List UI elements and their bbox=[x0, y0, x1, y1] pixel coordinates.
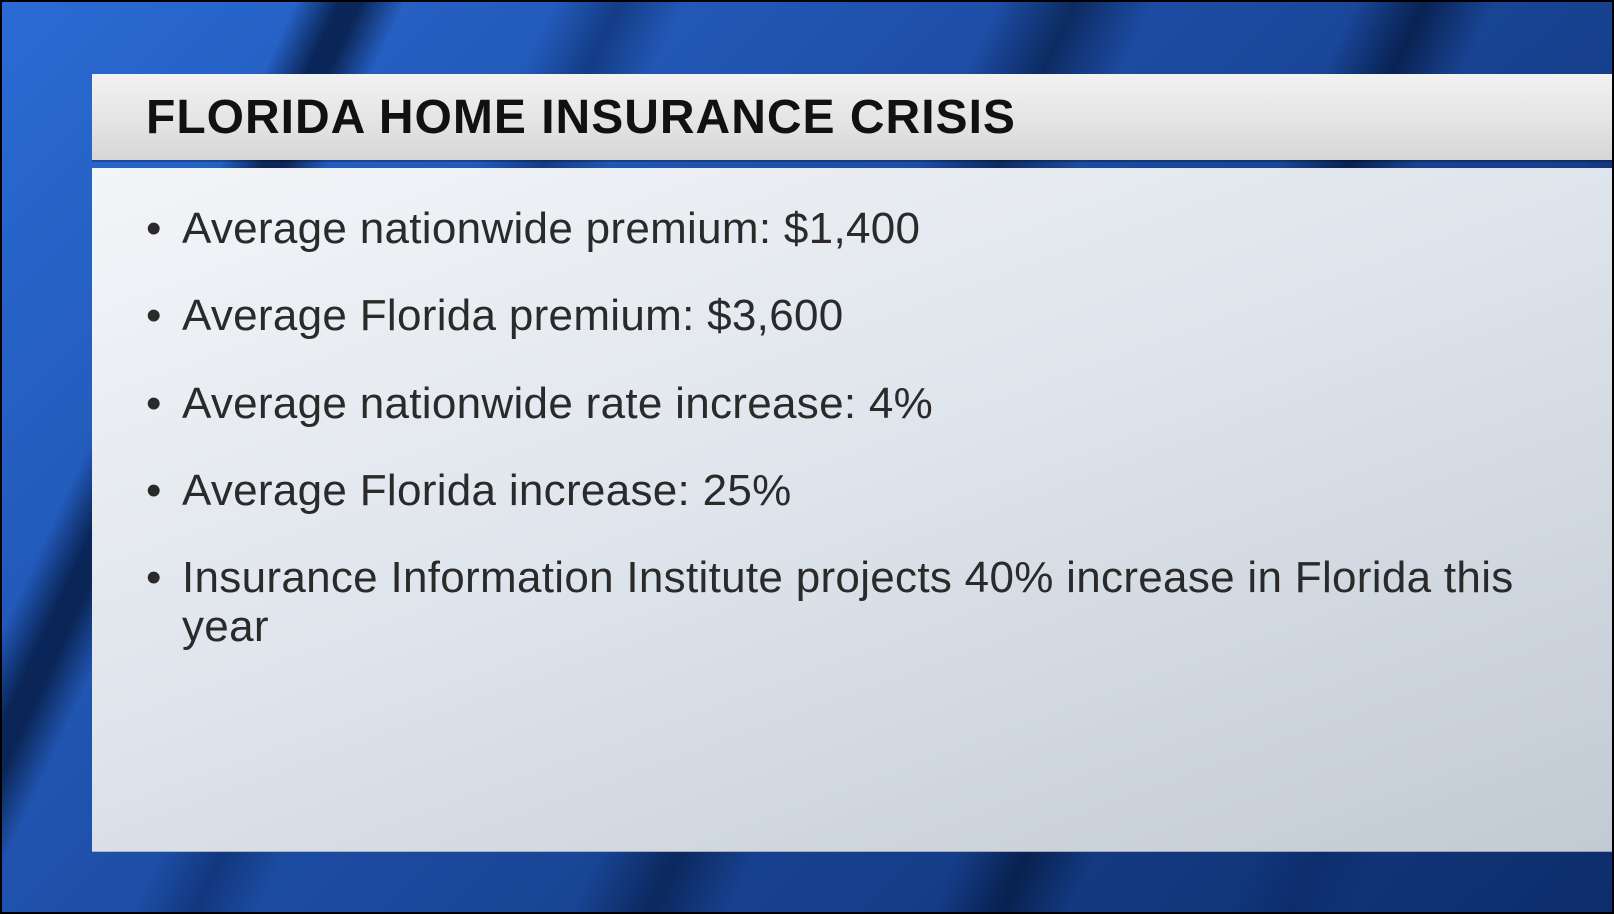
title-bar: FLORIDA HOME INSURANCE CRISIS bbox=[92, 74, 1612, 160]
news-graphic-slide: FLORIDA HOME INSURANCE CRISIS Average na… bbox=[0, 0, 1614, 914]
list-item: Insurance Information Institute projects… bbox=[146, 553, 1558, 652]
content-panel: Average nationwide premium: $1,400 Avera… bbox=[92, 168, 1612, 852]
list-item: Average Florida increase: 25% bbox=[146, 466, 1558, 515]
slide-title: FLORIDA HOME INSURANCE CRISIS bbox=[146, 90, 1016, 145]
bullet-list: Average nationwide premium: $1,400 Avera… bbox=[146, 204, 1558, 652]
list-item: Average nationwide rate increase: 4% bbox=[146, 379, 1558, 428]
list-item: Average Florida premium: $3,600 bbox=[146, 291, 1558, 340]
list-item: Average nationwide premium: $1,400 bbox=[146, 204, 1558, 253]
